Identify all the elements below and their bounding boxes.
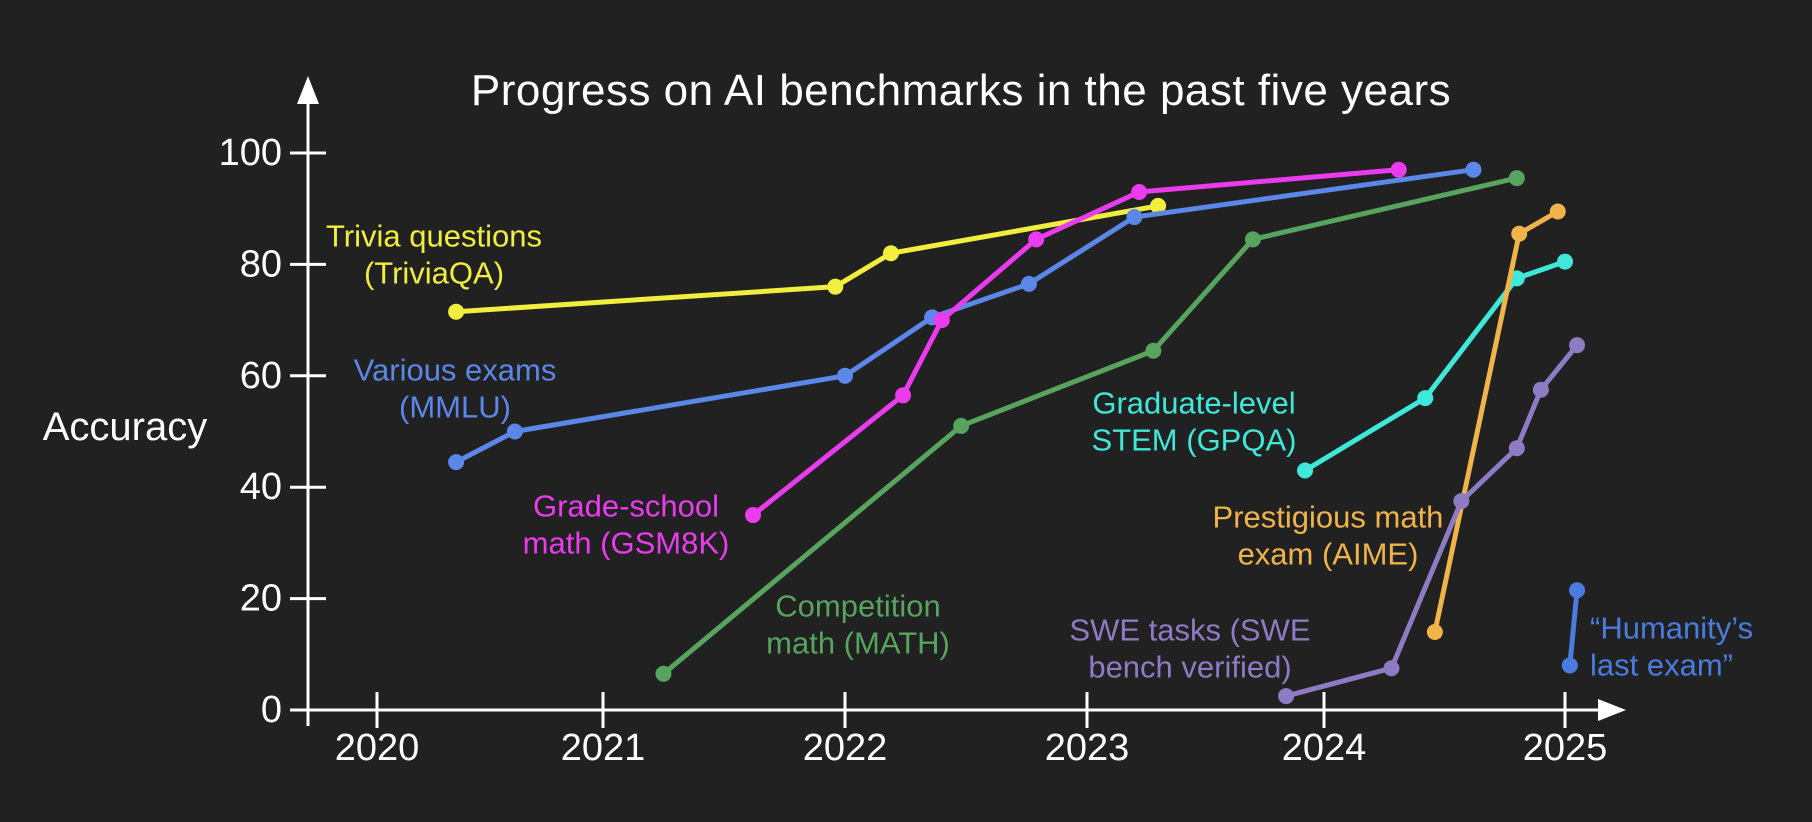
series-label-mmlu: Various exams	[354, 353, 557, 388]
x-tick-label: 2025	[1523, 727, 1608, 769]
series-dot-triviaqa	[448, 303, 465, 320]
series-dot-aime	[1549, 203, 1566, 220]
series-dot-triviaqa	[827, 278, 844, 295]
series-dot-math	[1145, 342, 1162, 359]
series-dot-hle	[1569, 582, 1586, 599]
series-dot-gsm8k	[745, 507, 762, 524]
series-line-gpqa	[1302, 259, 1568, 473]
series-dot-swe	[1383, 660, 1400, 677]
series-dot-swe	[1532, 381, 1549, 398]
x-tick-label: 2023	[1045, 727, 1130, 769]
x-tick-label: 2021	[561, 727, 646, 769]
series-dot-gsm8k	[1390, 161, 1407, 178]
series-dot-triviaqa	[1150, 197, 1167, 214]
series-dot-math	[655, 665, 672, 682]
series-label-swe: bench verified)	[1088, 650, 1291, 685]
series-dot-gsm8k	[933, 312, 950, 329]
series-dot-swe	[1569, 337, 1586, 354]
series-label-gpqa: Graduate-level	[1092, 386, 1295, 421]
y-tick-label: 40	[240, 466, 282, 508]
y-tick-label: 80	[240, 243, 282, 285]
series-dot-mmlu	[506, 423, 523, 440]
series-label-swe: SWE tasks (SWE	[1069, 613, 1310, 648]
series-dot-gsm8k	[1028, 231, 1045, 248]
series-line-swe	[1283, 342, 1580, 699]
x-tick-label: 2020	[335, 727, 420, 769]
series-label-gpqa: STEM (GPQA)	[1092, 423, 1297, 458]
series-label-mmlu: (MMLU)	[399, 390, 511, 425]
series-dot-mmlu	[1020, 275, 1037, 292]
y-tick-label: 100	[219, 132, 282, 174]
series-line-aime	[1432, 208, 1561, 635]
x-tick-label: 2022	[803, 727, 888, 769]
series-dot-mmlu	[448, 454, 465, 471]
series-dot-gsm8k	[895, 387, 912, 404]
series-label-gsm8k: math (GSM8K)	[523, 526, 730, 561]
series-dot-gsm8k	[1131, 183, 1148, 200]
series-dot-math	[1244, 231, 1261, 248]
series-line-triviaqa	[453, 203, 1161, 315]
series-dot-aime	[1511, 225, 1528, 242]
series-dot-swe	[1453, 493, 1470, 510]
series-label-triviaqa: (TriviaQA)	[364, 256, 504, 291]
y-tick-label: 20	[240, 578, 282, 620]
y-tick-label: 0	[261, 689, 282, 731]
series-label-triviaqa: Trivia questions	[326, 219, 542, 254]
series-label-aime: exam (AIME)	[1238, 537, 1419, 572]
series-dot-hle	[1561, 657, 1578, 674]
y-tick-label: 60	[240, 355, 282, 397]
x-axis-arrow-icon	[1598, 699, 1626, 721]
series-dot-math	[1508, 170, 1525, 187]
y-axis-arrow-icon	[297, 76, 319, 104]
series-line-gsm8k	[750, 167, 1402, 518]
series-line-hle	[1567, 587, 1580, 668]
series-line-mmlu	[453, 167, 1476, 465]
series-dot-mmlu	[1126, 209, 1143, 226]
series-dot-mmlu	[1465, 161, 1482, 178]
series-label-hle: last exam”	[1590, 648, 1733, 683]
series-dot-triviaqa	[882, 245, 899, 262]
series-dot-gpqa	[1417, 390, 1434, 407]
series-label-math: Competition	[775, 589, 940, 624]
series-dot-swe	[1508, 440, 1525, 457]
series-label-hle: “Humanity’s	[1590, 611, 1753, 646]
series-label-math: math (MATH)	[766, 626, 950, 661]
series-dot-gpqa	[1557, 253, 1573, 270]
series-dot-mmlu	[837, 367, 853, 384]
x-tick-label: 2024	[1282, 727, 1367, 769]
y-axis-title: Accuracy	[42, 405, 208, 449]
series-dot-gpqa	[1297, 462, 1314, 479]
series-dot-swe	[1278, 688, 1295, 705]
series-label-gsm8k: Grade-school	[533, 489, 719, 524]
series-dot-math	[953, 417, 970, 434]
series-dot-aime	[1426, 624, 1443, 641]
chart-title: Progress on AI benchmarks in the past fi…	[470, 66, 1452, 115]
series-label-aime: Prestigious math	[1213, 500, 1444, 535]
